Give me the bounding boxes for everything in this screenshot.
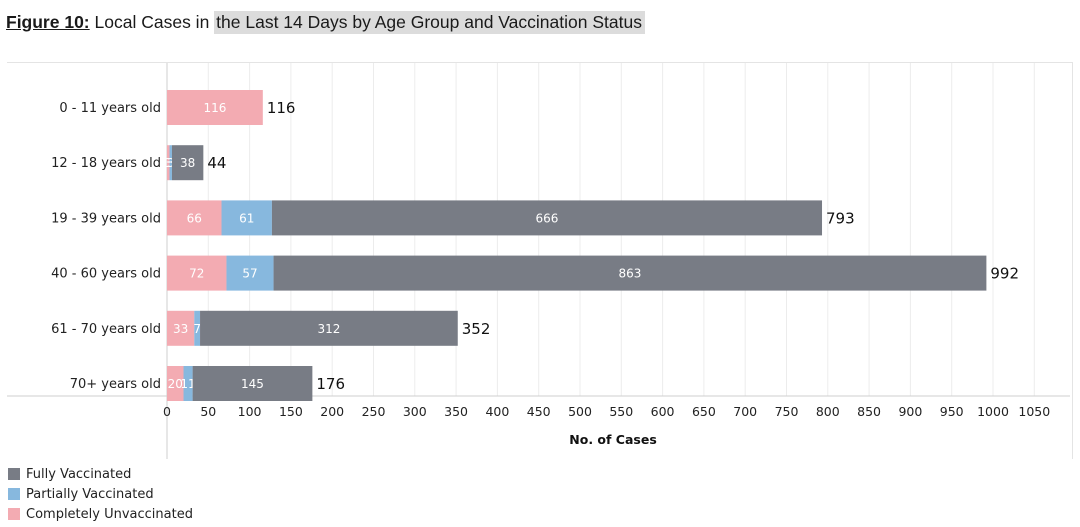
total-label: 352 (462, 320, 491, 338)
total-label: 116 (267, 99, 296, 117)
bar-segment (194, 310, 201, 346)
x-tick-label: 600 (651, 404, 675, 419)
segment-label: 666 (536, 211, 559, 225)
segment-label: 11 (180, 377, 195, 391)
x-tick-label: 850 (857, 404, 881, 419)
x-tick-label: 650 (692, 404, 716, 419)
bar-segment (271, 200, 823, 236)
x-tick-label: 200 (320, 404, 344, 419)
figure-title: Figure 10: Local Cases in the Last 14 Da… (6, 8, 645, 36)
bar-segment (167, 200, 222, 236)
x-tick-label: 700 (733, 404, 757, 419)
category-label: 0 - 11 years old (59, 101, 161, 116)
segment-label: 38 (180, 156, 195, 170)
category-label: 70+ years old (70, 377, 161, 392)
x-tick-label: 500 (568, 404, 592, 419)
x-tick-label: 100 (238, 404, 262, 419)
segment-label: 61 (239, 211, 254, 225)
bar-segment (183, 366, 193, 401)
category-label: 12 - 18 years old (51, 156, 161, 171)
segment-label: 116 (203, 101, 226, 115)
total-label: 176 (316, 375, 345, 393)
bar-segment (171, 145, 204, 181)
legend-swatch (8, 468, 20, 480)
legend: Fully Vaccinated Partially Vaccinated Comp… (8, 464, 193, 524)
category-label: 61 - 70 years old (51, 322, 161, 337)
x-tick-label: 550 (609, 404, 633, 419)
x-tick-label: 1000 (977, 404, 1009, 419)
legend-label: Partially Vaccinated (26, 486, 154, 502)
x-tick-label: 950 (940, 404, 964, 419)
figure-label: Figure 10: (6, 12, 90, 32)
x-tick-label: 300 (403, 404, 427, 419)
bar-segment (221, 200, 272, 236)
segment-label: 3 (167, 156, 175, 170)
segment-label: 66 (187, 211, 202, 225)
category-label: 19 - 39 years old (51, 211, 161, 226)
x-tick-label: 400 (485, 404, 509, 419)
segment-label: 72 (189, 267, 204, 281)
x-tick-label: 250 (362, 404, 386, 419)
bar-segment (167, 145, 170, 181)
stacked-bar-chart: 0 50 100 150 200 250 300 350 400 450 500 550 600 650 7… (7, 63, 1070, 459)
category-label: 40 - 60 years old (51, 267, 161, 282)
bar-segment (167, 255, 227, 291)
segment-label: 33 (173, 322, 188, 336)
legend-item: Completely Unvaccinated (8, 504, 193, 524)
x-tick-label: 750 (775, 404, 799, 419)
segment-label: 863 (619, 267, 642, 281)
x-tick-label: 50 (200, 404, 216, 419)
segment-label: 20 (168, 377, 183, 391)
x-tick-label: 150 (279, 404, 303, 419)
legend-item: Partially Vaccinated (8, 484, 193, 504)
chart-panel: 0 50 100 150 200 250 300 350 400 450 500 550 600 650 7… (7, 62, 1073, 459)
total-label: 992 (990, 265, 1019, 283)
figure-title-text: Local Cases in (94, 12, 215, 32)
legend-label: Completely Unvaccinated (26, 506, 193, 522)
x-tick-label: 1050 (1018, 404, 1050, 419)
bar-segment (273, 255, 987, 291)
x-tick-label: 800 (816, 404, 840, 419)
segment-label: 312 (317, 322, 340, 336)
x-tick-label: 0 (163, 404, 171, 419)
segment-label: 57 (242, 267, 257, 281)
x-axis-title: No. of Cases (569, 432, 657, 447)
bar-segment (169, 145, 172, 181)
figure-title-highlight: the Last 14 Days by Age Group and Vaccin… (214, 11, 645, 34)
bar-segment (167, 310, 195, 346)
segment-label: 7 (193, 322, 201, 336)
legend-label: Fully Vaccinated (26, 466, 132, 482)
legend-item: Fully Vaccinated (8, 464, 193, 484)
bar-segment (200, 310, 458, 346)
x-tick-label: 900 (898, 404, 922, 419)
x-tick-label: 350 (444, 404, 468, 419)
segment-label: 3 (164, 156, 172, 170)
bar-segment (167, 366, 184, 401)
x-tick-label: 450 (527, 404, 551, 419)
bar-segment (192, 366, 313, 401)
segment-label: 145 (241, 377, 264, 391)
bar-segment (226, 255, 274, 291)
total-label: 793 (826, 209, 855, 227)
legend-swatch (8, 488, 20, 500)
legend-swatch (8, 508, 20, 520)
bar-segment (167, 90, 263, 125)
total-label: 44 (207, 154, 226, 172)
